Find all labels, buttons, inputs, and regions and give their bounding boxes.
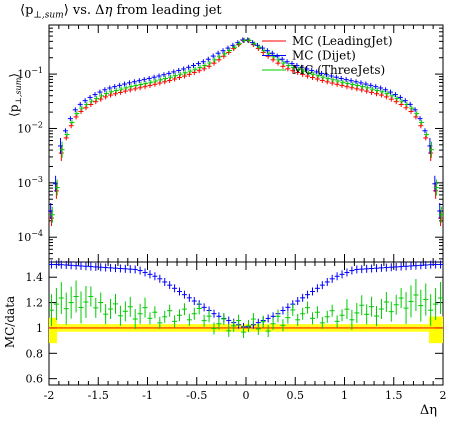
x-tick-label: 0.5 xyxy=(287,389,305,402)
ratio-y-tick-label: 0.8 xyxy=(26,347,44,360)
x-tick-label: 1 xyxy=(341,389,348,402)
x-tick-label: 0 xyxy=(243,389,250,402)
x-tick-label: 1.5 xyxy=(385,389,403,402)
ratio-band-right-edge xyxy=(429,316,443,344)
ratio-y-tick-label: 1 xyxy=(36,322,43,335)
legend-label: MC (Dijet) xyxy=(292,49,356,63)
legend-label: MC (ThreeJets) xyxy=(292,63,385,77)
y-tick-label: 10−1 xyxy=(17,66,43,81)
y-tick-label: 10−2 xyxy=(17,120,43,135)
ratio-band-left-edge xyxy=(49,317,57,344)
chart-marks: 10−1 10−2 10−3 10−4 -2 -1.5 -1 -0.5 0 0.5 1 1.5 2 0.6… xyxy=(3,24,447,418)
y-tick-label: 10−3 xyxy=(17,175,43,190)
x-tick-label: -2 xyxy=(44,389,55,402)
ratio-y-axis-label: MC/data xyxy=(3,296,17,348)
main-plot-border xyxy=(48,24,444,263)
ratio-y-tick-label: 1.2 xyxy=(26,297,44,310)
x-tick-label: -1.5 xyxy=(88,389,109,402)
x-tick-label: -0.5 xyxy=(186,389,207,402)
x-axis-label: Δη xyxy=(420,403,437,418)
x-tick-label: 2 xyxy=(440,389,447,402)
ratio-y-tick-label: 0.6 xyxy=(26,373,44,386)
legend-label: MC (LeadingJet) xyxy=(292,34,393,48)
y-tick-label: 10−4 xyxy=(17,229,43,244)
chart-title: ⟨p⊥,sum⟩ vs. Δη from leading jet xyxy=(20,3,222,21)
ratio-plot-border xyxy=(48,261,444,386)
y-axis-label: ⟨p⊥,sum⟩ xyxy=(7,73,23,117)
x-tick-label: -1 xyxy=(142,389,153,402)
ratio-y-tick-label: 1.4 xyxy=(26,271,44,284)
